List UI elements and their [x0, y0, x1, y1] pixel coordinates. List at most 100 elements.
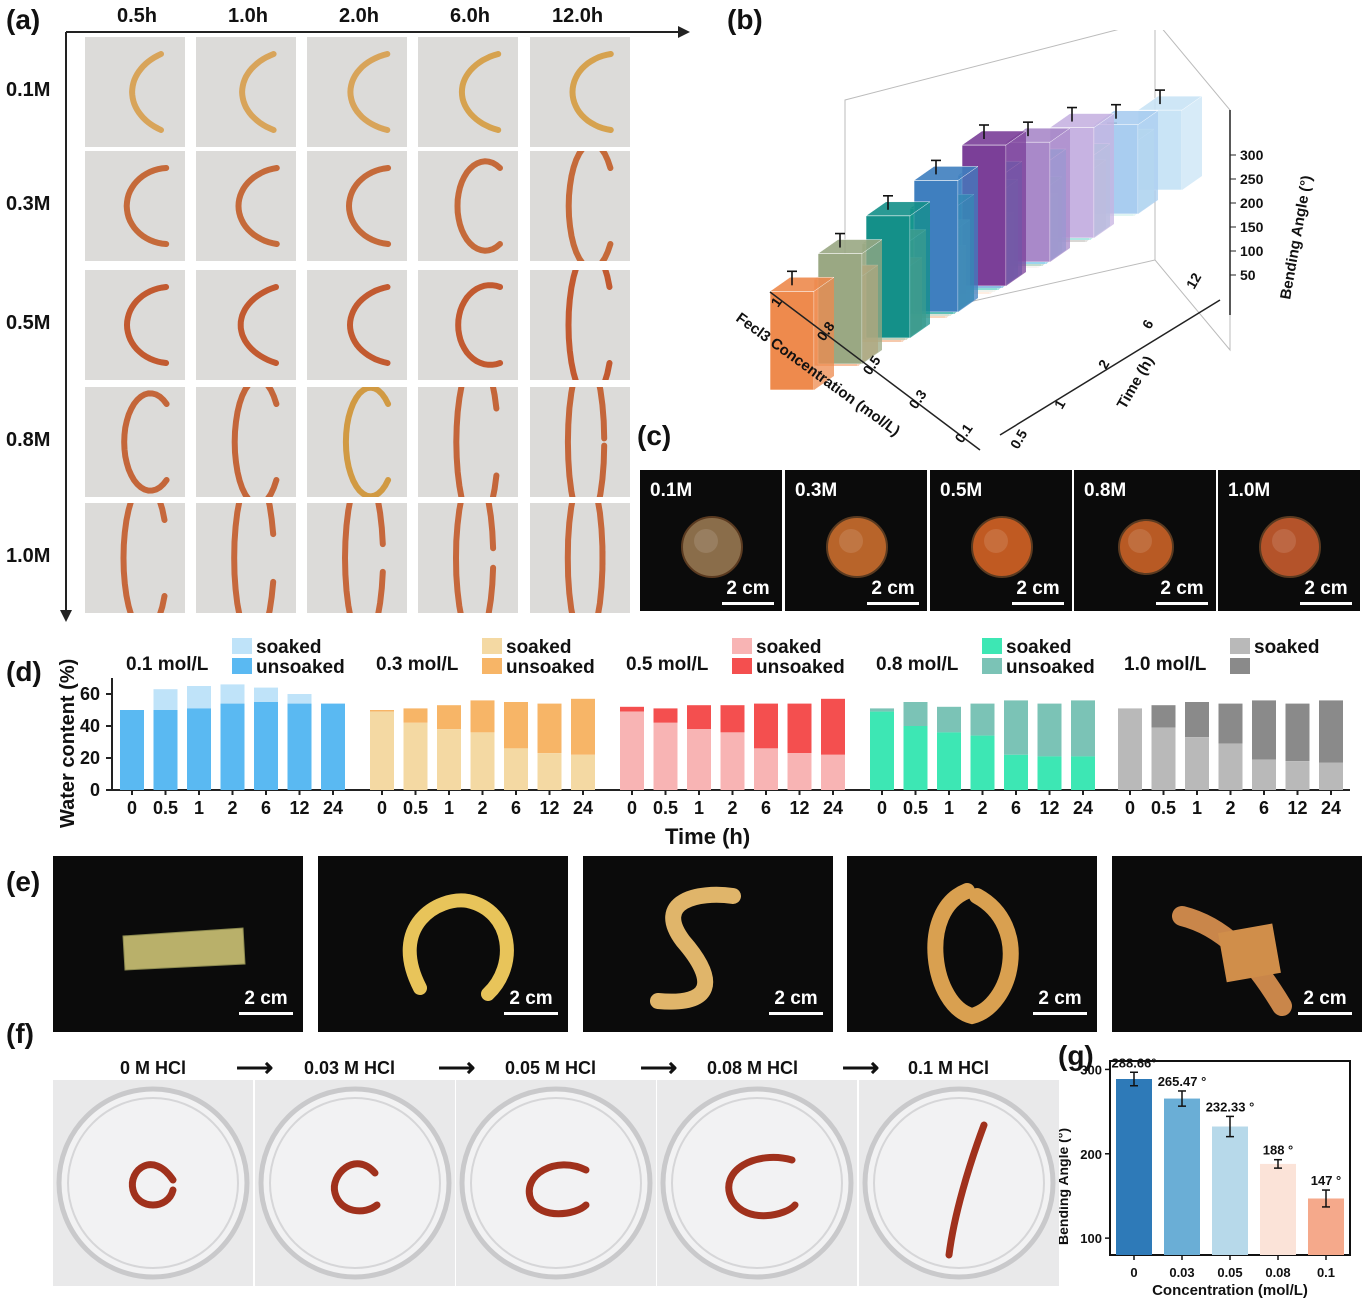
bar-lower-segment: [571, 754, 595, 790]
hcl-step-label: 0.05 M HCl: [505, 1058, 597, 1078]
scale-bar-label: 2 cm: [509, 988, 553, 1009]
z-tick-label: 50: [1240, 267, 1256, 283]
bar-top: [817, 239, 883, 254]
concentration-label: 0.3M: [6, 193, 51, 215]
bar: [1212, 1126, 1248, 1255]
water-bar: [1185, 702, 1209, 795]
y-tick-label: 20: [80, 748, 100, 768]
shape-drawing: [402, 893, 514, 1001]
panel-a-label: (a): [6, 4, 41, 35]
bar-top: [1049, 113, 1115, 128]
legend-label-unsoaked: unsoaked: [256, 657, 345, 678]
hydrogel-photo-drawing: [235, 165, 280, 247]
water-bar: [370, 710, 394, 795]
concentration-label: 0.5M: [6, 312, 51, 334]
petri-dish: [258, 1086, 452, 1280]
legend-swatch-soaked: [1230, 638, 1250, 654]
z-tick-label: 150: [1240, 219, 1264, 235]
hydrogel-strip: [525, 1161, 590, 1218]
bar-lower-segment: [153, 710, 178, 790]
hydrogel-photo-drawing: [121, 390, 170, 494]
x-tick-label: 1: [944, 798, 954, 818]
x-tick-label: 0: [127, 798, 137, 818]
water-bar: [504, 702, 528, 795]
water-bar: [321, 703, 345, 795]
hydrogel-strip: [123, 165, 170, 247]
x-tick-label: 0: [877, 798, 887, 818]
bar-lower-segment: [787, 753, 812, 790]
hydrogel-strip: [650, 886, 741, 1010]
hydrogel-disc: [681, 516, 743, 578]
scale-bar: 2 cm: [239, 988, 293, 1015]
bar-upper-segment: [720, 705, 745, 733]
legend-label-soaked: soaked: [1254, 637, 1319, 658]
bar-lower-segment: [620, 711, 644, 790]
hydrogel-photo: [196, 151, 296, 261]
hcl-step-label: 0.03 M HCl: [304, 1058, 396, 1078]
hydrogel-photo: [418, 503, 518, 613]
x-tick-label: 24: [323, 798, 343, 818]
disc-drawing: [826, 516, 888, 578]
scale-bar-line: [504, 1012, 558, 1015]
bar-lower-segment: [754, 748, 778, 790]
hydrogel-photo-drawing: [565, 270, 613, 380]
x-tick-label: 24: [573, 798, 593, 818]
scale-bar: 2 cm: [1300, 578, 1352, 605]
scale-bar-label: 2 cm: [871, 578, 915, 599]
x-tick-label: 0.5: [403, 798, 428, 818]
x-tick-label: 12: [539, 798, 559, 818]
x-tick-label: 0.05: [1217, 1265, 1242, 1280]
disc-highlight: [839, 529, 863, 553]
bar-lower-segment: [1218, 743, 1243, 790]
bar-lower-segment: [970, 735, 995, 790]
data-label: 188 °: [1263, 1143, 1294, 1158]
legend-swatch-unsoaked: [732, 658, 752, 674]
step-arrow: ⟶: [236, 1052, 274, 1082]
bar-lower-segment: [254, 702, 278, 790]
water-bar: [1285, 703, 1310, 795]
time-label: 1.0h: [228, 5, 269, 27]
data-label: 265.47 °: [1158, 1074, 1207, 1089]
hcl-step-label: 0.1 M HCl: [908, 1058, 990, 1078]
legend-swatch-unsoaked: [232, 658, 252, 674]
hydrogel-photo: [85, 151, 185, 261]
data-label: 147 °: [1311, 1173, 1342, 1188]
group-title: 0.1 mol/L: [126, 654, 209, 675]
bar-lower-segment: [287, 703, 312, 790]
y-axis-title: Water content (%): [57, 659, 79, 828]
hydrogel-photo: [307, 151, 407, 261]
bar-upper-segment: [504, 702, 528, 749]
hydrogel-photo-drawing: [120, 503, 168, 613]
hydrogel-photo: [85, 387, 185, 497]
hydrogel-strip: [454, 158, 503, 254]
hydrogel-strip: [231, 503, 277, 613]
bar-upper-segment: [571, 698, 595, 755]
petri-dish-drawing: [862, 1086, 1056, 1280]
bar-side: [862, 239, 882, 364]
disc-photo: 0.1M 2 cm: [640, 470, 782, 611]
scale-bar: 2 cm: [1012, 578, 1064, 605]
hydrogel-strip: [239, 51, 277, 133]
hydrogel-photo: [85, 503, 185, 613]
x-tick-label: 6: [1259, 798, 1269, 818]
disc-drawing: [1259, 516, 1321, 578]
bar-lower-segment: [370, 711, 394, 790]
bar-lower-segment: [1185, 737, 1209, 790]
hydrogel-strip: [565, 270, 613, 380]
legend-swatch-soaked: [232, 638, 252, 654]
petri-dish-photo: [657, 1080, 857, 1286]
x-tick-label: 0: [377, 798, 387, 818]
hydrogel-photo: [85, 270, 185, 380]
legend-swatch-unsoaked: [982, 658, 1002, 674]
hydrogel-strip: [123, 284, 170, 366]
petri-dish-rim: [67, 1097, 239, 1269]
legend-label-unsoaked: unsoaked: [756, 657, 845, 678]
scale-bar-line: [722, 602, 774, 605]
petri-dish-rim: [269, 1097, 441, 1269]
petri-dish-drawing: [459, 1086, 653, 1280]
hydrogel-photo-drawing: [569, 51, 614, 133]
bar-lower-segment: [321, 703, 345, 790]
hydrogel-strip: [564, 387, 608, 497]
hydrogel-photo-drawing: [342, 387, 392, 497]
